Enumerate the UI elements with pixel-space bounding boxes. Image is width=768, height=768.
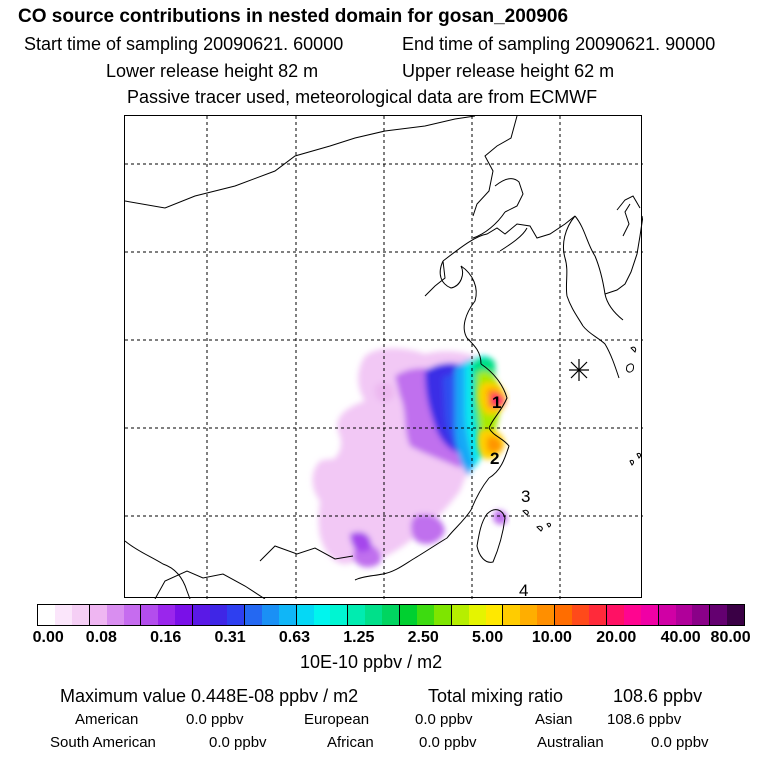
map-canvas: 1 2 3 4: [125, 116, 643, 599]
colorbar-cell: [54, 605, 72, 625]
colorbar-cell: [88, 605, 107, 625]
colorbar-cell: [106, 605, 124, 625]
region-value-south-american: 0.0 ppbv: [209, 734, 267, 751]
colorbar-cell: [485, 605, 503, 625]
colorbar-cell: [382, 605, 400, 625]
colorbar-cell: [416, 605, 434, 625]
colorbar-tick-label: 5.00: [471, 629, 504, 646]
colorbar-cell: [727, 605, 745, 625]
end-time-label: End time of sampling 20090621. 90000: [402, 34, 716, 54]
colorbar-cell: [623, 605, 641, 625]
star-icon: [569, 359, 589, 381]
colorbar-cell: [123, 605, 141, 625]
tracer-note: Passive tracer used, meteorological data…: [127, 87, 598, 107]
region-name-south-american: South American: [50, 734, 156, 751]
region-value-american: 0.0 ppbv: [186, 711, 244, 728]
colorbar-tick-label: 0.63: [278, 629, 311, 646]
colorbar-tick-label: 0.08: [85, 629, 117, 646]
islands: [476, 346, 641, 563]
colorbar-tick-label: 0.00: [32, 629, 64, 646]
colorbar-cell: [192, 605, 211, 625]
colorbar-cell: [295, 605, 314, 625]
colorbar-tick-label: 40.00: [660, 629, 701, 646]
colorbar-cell: [468, 605, 486, 625]
region-value-european: 0.0 ppbv: [415, 711, 473, 728]
colorbar-cell: [175, 605, 193, 625]
colorbar-cell: [572, 605, 589, 625]
colorbar-cell: [433, 605, 451, 625]
colorbar-cell: [554, 605, 573, 625]
colorbar-cell: [537, 605, 555, 625]
colorbar-cell: [365, 605, 383, 625]
colorbar-cell: [709, 605, 728, 625]
region-label-1: 1: [492, 393, 501, 412]
region-value-australian: 0.0 ppbv: [651, 734, 709, 751]
colorbar-cell: [261, 605, 279, 625]
region-name-african: African: [327, 734, 374, 751]
colorbar-cell: [158, 605, 176, 625]
lower-height-label: Lower release height 82 m: [106, 61, 319, 81]
colorbar-tick-label: 2.50: [407, 629, 439, 646]
total-mixing-label: Total mixing ratio: [428, 686, 564, 706]
colorbar-cell: [140, 605, 159, 625]
map-title: CO source contributions in nested domain…: [18, 6, 569, 27]
colorbar-cell: [675, 605, 693, 625]
colorbar-cell: [278, 605, 296, 625]
colorbar-cell: [502, 605, 521, 625]
colorbar-tick-label: 0.31: [214, 629, 246, 646]
colorbar-cell: [313, 605, 331, 625]
colorbar-cell: [692, 605, 710, 625]
total-mixing-value: 108.6 ppbv: [613, 686, 703, 706]
colorbar-unit: 10E-10 ppbv / m2: [300, 652, 443, 672]
upper-height-label: Upper release height 62 m: [402, 61, 615, 81]
colorbar-cell: [520, 605, 538, 625]
colorbar-tick-label: 0.16: [150, 629, 182, 646]
colorbar-cell: [347, 605, 366, 625]
colorbar-cell: [243, 605, 262, 625]
colorbar-cell: [399, 605, 417, 625]
colorbar-cell: [657, 605, 676, 625]
region-name-asian: Asian: [535, 711, 573, 728]
colorbar-tick-label: 1.25: [343, 629, 375, 646]
colorbar-cell: [226, 605, 244, 625]
colorbar-cell: [330, 605, 348, 625]
region-name-european: European: [304, 711, 370, 728]
colorbar-tick-label: 10.00: [531, 629, 572, 646]
coastlines: [125, 116, 643, 599]
colorbar-cell: [605, 605, 624, 625]
colorbar-cell: [589, 605, 606, 625]
colorbar-tick-label: 80.00: [710, 629, 751, 646]
colorbar-cell: [640, 605, 658, 625]
region-name-american: American: [75, 711, 139, 728]
region-label-4: 4: [519, 581, 528, 599]
colorbar-tick-label: 20.00: [596, 629, 637, 646]
region-value-african: 0.0 ppbv: [419, 734, 477, 751]
colorbar-cell: [38, 605, 55, 625]
max-value-label: Maximum value 0.448E-08 ppbv / m2: [60, 686, 359, 706]
colorbar-cell: [71, 605, 89, 625]
colorbar-cell: [450, 605, 469, 625]
region-value-asian: 108.6 ppbv: [607, 711, 682, 728]
colorbar-cell: [210, 605, 227, 625]
map-panel: 1 2 3 4: [124, 115, 643, 599]
region-name-australian: Australian: [537, 734, 604, 751]
start-time-label: Start time of sampling 20090621. 60000: [24, 34, 344, 54]
region-label-2: 2: [490, 449, 499, 468]
concentration-field: [312, 348, 499, 568]
colorbar: [37, 604, 745, 626]
region-label-3: 3: [521, 487, 530, 506]
graticule: [125, 116, 643, 599]
